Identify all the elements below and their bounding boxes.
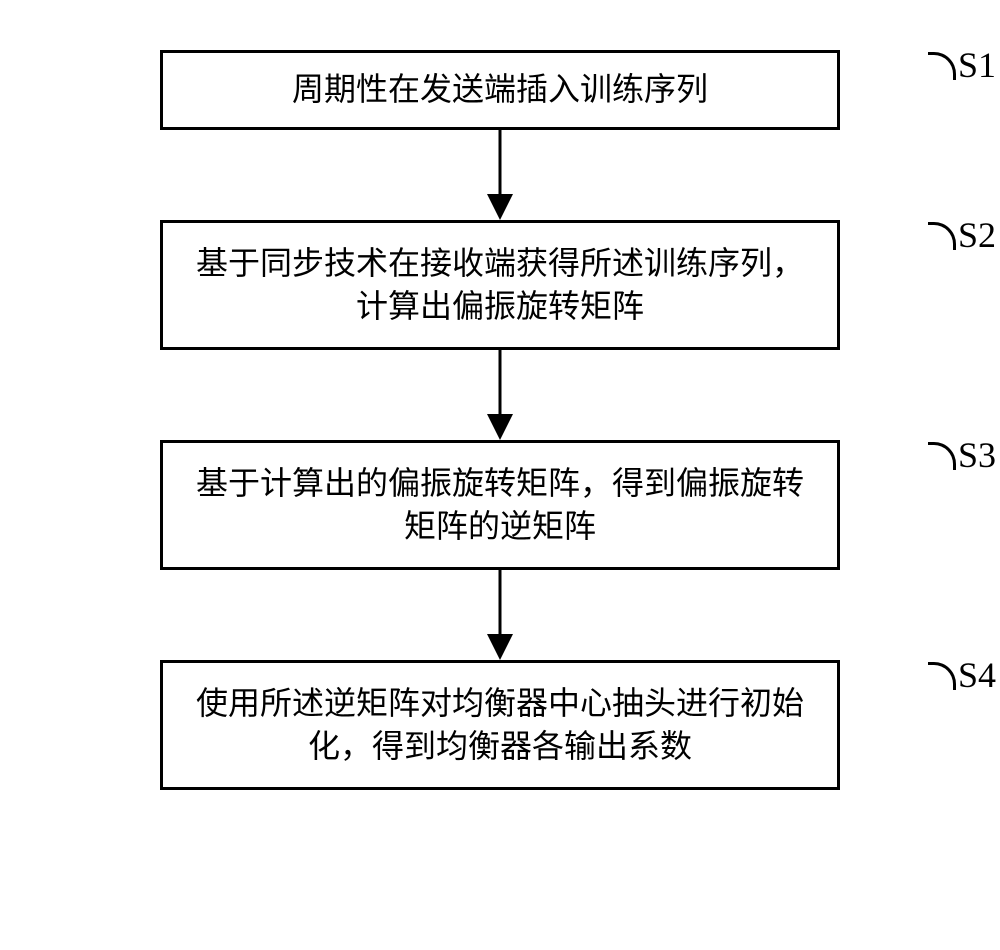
flowchart-step-wrap: 基于计算出的偏振旋转矩阵，得到偏振旋转矩阵的逆矩阵S3 <box>100 440 900 570</box>
flowchart-step-wrap: 使用所述逆矩阵对均衡器中心抽头进行初始化，得到均衡器各输出系数S4 <box>100 660 900 790</box>
arrow-head-icon <box>487 194 513 220</box>
arrow-shaft <box>499 350 502 414</box>
flowchart-step: 基于计算出的偏振旋转矩阵，得到偏振旋转矩阵的逆矩阵 <box>160 440 840 570</box>
label-connector-curve <box>928 222 956 250</box>
flowchart-arrow <box>160 130 840 220</box>
flowchart-step-wrap: 周期性在发送端插入训练序列S1 <box>100 50 900 130</box>
step-label: S3 <box>958 434 996 476</box>
arrow-shaft <box>499 570 502 634</box>
label-connector-curve <box>928 442 956 470</box>
arrow-head-icon <box>487 414 513 440</box>
flowchart: 周期性在发送端插入训练序列S1 基于同步技术在接收端获得所述训练序列，计算出偏振旋… <box>100 50 900 790</box>
label-connector-curve <box>928 52 956 80</box>
arrow-head-icon <box>487 634 513 660</box>
flowchart-arrow <box>160 350 840 440</box>
flowchart-step: 基于同步技术在接收端获得所述训练序列，计算出偏振旋转矩阵 <box>160 220 840 350</box>
flowchart-arrow <box>160 570 840 660</box>
flowchart-step: 周期性在发送端插入训练序列 <box>160 50 840 130</box>
arrow-shaft <box>499 130 502 194</box>
step-label: S1 <box>958 44 996 86</box>
flowchart-step: 使用所述逆矩阵对均衡器中心抽头进行初始化，得到均衡器各输出系数 <box>160 660 840 790</box>
step-label: S4 <box>958 654 996 696</box>
label-connector-curve <box>928 662 956 690</box>
flowchart-step-wrap: 基于同步技术在接收端获得所述训练序列，计算出偏振旋转矩阵S2 <box>100 220 900 350</box>
step-label: S2 <box>958 214 996 256</box>
